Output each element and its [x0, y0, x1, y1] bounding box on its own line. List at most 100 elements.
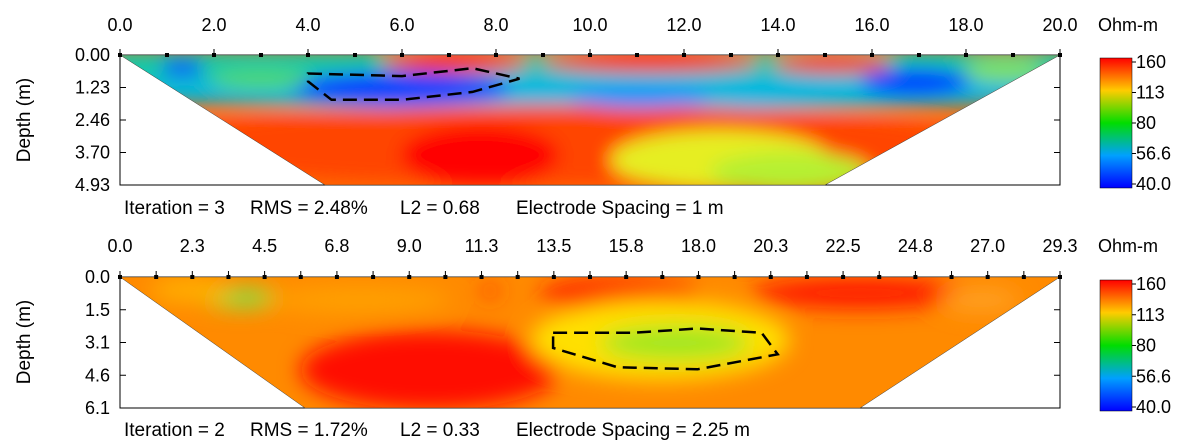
panel-1-colorbar-label: 56.6	[1136, 144, 1171, 164]
panel-2-iteration: Iteration = 2	[124, 420, 225, 441]
panel-1-y-axis-label: Depth (m)	[14, 78, 35, 162]
panel-2: 0.0 2.3 4.5 6.8 9.0 11.3 13.5 15.8 18.0 20.3 22.5 2…	[14, 236, 1171, 441]
panel-2-rms: RMS = 1.72%	[250, 420, 368, 441]
panel-1-electrode	[353, 53, 357, 57]
panel-2-x-tick-label: 29.3	[1042, 236, 1077, 256]
panel-1-electrode	[870, 53, 874, 57]
panel-2-x-tick-label: 6.8	[324, 236, 349, 256]
panel-2-colorbar-label: 160	[1136, 274, 1166, 294]
panel-1-electrode	[1011, 53, 1015, 57]
panel-2-y-axis-label: Depth (m)	[14, 300, 35, 384]
panel-2-x-tick-label: 27.0	[970, 236, 1005, 256]
panel-2-x-tick-label: 2.3	[180, 236, 205, 256]
panel-1-electrode	[447, 53, 451, 57]
panel-1-electrode	[400, 53, 404, 57]
panel-1-electrode	[776, 53, 780, 57]
panel-1: 0.0 2.0 4.0 6.0 8.0 10.0 12.0 14.0 16.0 18.0 20.0 …	[14, 15, 1171, 219]
panel-1-x-ticks: 0.0 2.0 4.0 6.0 8.0 10.0 12.0 14.0 16.0 18.0 20.0	[107, 15, 1078, 55]
panel-2-electrodes	[118, 271, 1062, 279]
panel-1-electrode	[259, 53, 263, 57]
panel-2-electrode	[262, 275, 267, 279]
panel-1-electrode	[729, 53, 733, 57]
panel-1-colorbar-label: 113	[1136, 83, 1165, 103]
panel-2-electrode	[841, 275, 846, 279]
panel-1-colorbar-label: 40.0	[1136, 174, 1171, 194]
panel-2-electrode	[407, 275, 412, 279]
panel-1-electrode-spacing: Electrode Spacing = 1 m	[516, 198, 724, 219]
panel-2-colorbar: Ohm-m 160 113 80 56.6 40.0	[1098, 236, 1171, 417]
panel-1-electrode	[635, 53, 639, 57]
panel-2-y-tick-label: 0.0	[85, 267, 110, 287]
panel-1-x-tick-label: 12.0	[666, 15, 701, 35]
panel-2-resistivity-section	[120, 277, 1060, 408]
panel-2-colorbar-ramp	[1099, 279, 1133, 412]
panel-1-electrode	[494, 53, 498, 57]
panel-1-electrode	[118, 53, 122, 57]
panel-1-y-ticks: 0.00 1.23 2.46 3.70 4.93	[75, 45, 1060, 195]
panel-2-y-tick-label: 4.6	[85, 365, 110, 385]
panel-2-x-tick-label: 0.0	[107, 236, 132, 256]
panel-2-electrode	[334, 275, 339, 279]
panel-1-x-tick-label: 4.0	[295, 15, 320, 35]
panel-2-x-tick-label: 24.8	[898, 236, 933, 256]
panel-2-electrode	[985, 275, 990, 279]
panel-1-electrode	[964, 53, 968, 57]
panel-1-colorbar-ramp	[1099, 57, 1133, 189]
panel-1-rms: RMS = 2.48%	[250, 198, 368, 219]
panel-2-x-tick-label: 13.5	[536, 236, 571, 256]
panel-1-y-tick-label: 4.93	[75, 175, 110, 195]
panel-2-x-tick-label: 20.3	[753, 236, 788, 256]
panel-1-x-tick-label: 14.0	[760, 15, 795, 35]
panel-1-colorbar-unit: Ohm-m	[1098, 15, 1158, 35]
panel-2-x-tick-label: 11.3	[465, 236, 499, 256]
panel-1-colorbar: Ohm-m 160 113 80 56.6 40.0	[1098, 15, 1171, 194]
panel-1-electrode	[588, 53, 592, 57]
panel-2-x-tick-label: 18.0	[681, 236, 716, 256]
panel-1-resistivity-section	[120, 55, 1060, 185]
panel-2-colorbar-label: 56.6	[1136, 366, 1171, 386]
panel-2-electrode	[768, 275, 773, 279]
panel-2-dashed-outline	[551, 327, 780, 371]
panel-2-colorbar-label: 80	[1136, 336, 1156, 356]
panel-2-electrode-spacing: Electrode Spacing = 2.25 m	[516, 420, 750, 441]
panel-2-x-tick-label: 4.5	[252, 236, 277, 256]
panel-1-colorbar-label: 160	[1136, 52, 1166, 72]
panel-2-electrode	[624, 275, 629, 279]
panel-1-y-tick-label: 1.23	[75, 78, 110, 98]
panel-2-x-tick-label: 15.8	[609, 236, 644, 256]
panel-1-l2: L2 = 0.68	[400, 198, 480, 219]
panel-2-y-tick-label: 1.5	[85, 300, 110, 320]
panel-1-x-tick-label: 8.0	[483, 15, 508, 35]
panel-1-electrode	[823, 53, 827, 57]
panel-1-x-tick-label: 18.0	[948, 15, 983, 35]
panel-2-y-tick-label: 6.1	[85, 398, 110, 418]
panel-1-y-tick-label: 2.46	[75, 110, 110, 130]
panel-2-colorbar-label: 113	[1136, 305, 1165, 325]
panel-1-x-tick-label: 16.0	[854, 15, 889, 35]
panel-1-x-tick-label: 6.0	[389, 15, 414, 35]
panel-2-electrode	[1058, 275, 1062, 279]
panel-1-x-tick-label: 10.0	[572, 15, 607, 35]
panel-1-dashed-outline	[306, 66, 520, 102]
panel-2-y-ticks: 0.0 1.5 3.1 4.6 6.1	[85, 267, 1060, 418]
panel-2-colorbar-unit: Ohm-m	[1098, 236, 1158, 256]
panel-2-electrode	[118, 275, 122, 279]
panel-1-electrode	[917, 53, 921, 57]
panel-2-electrode	[479, 275, 484, 279]
panel-1-y-tick-label: 3.70	[75, 143, 110, 163]
panel-1-y-tick-label: 0.00	[75, 45, 110, 65]
panel-2-l2: L2 = 0.33	[400, 420, 480, 441]
panel-1-electrode	[212, 53, 216, 57]
panel-1-x-tick-label: 2.0	[201, 15, 226, 35]
panel-2-x-ticks: 0.0 2.3 4.5 6.8 9.0 11.3 13.5 15.8 18.0 20.3 22.5 2…	[107, 236, 1078, 277]
panel-1-x-tick-label: 0.0	[107, 15, 132, 35]
panel-2-electrode	[696, 275, 701, 279]
panel-2-colorbar-label: 40.0	[1136, 397, 1171, 417]
panel-2-electrode	[551, 275, 556, 279]
panel-2-y-tick-label: 3.1	[85, 333, 110, 353]
panel-2-x-tick-label: 9.0	[397, 236, 422, 256]
panel-2-electrode	[913, 275, 918, 279]
panel-1-iteration: Iteration = 3	[124, 198, 225, 219]
panel-1-colorbar-label: 80	[1136, 113, 1156, 133]
